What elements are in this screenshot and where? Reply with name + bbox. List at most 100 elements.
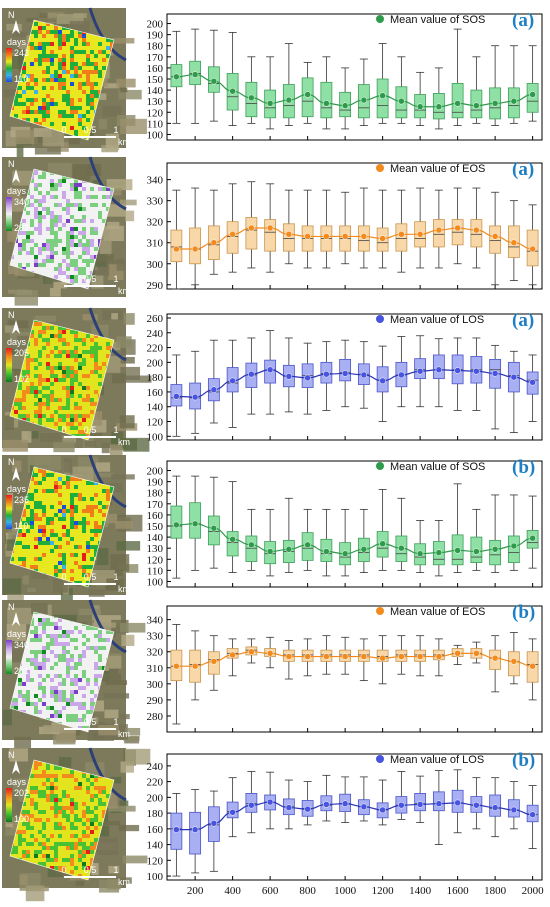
raster-cell	[42, 410, 46, 414]
raster-cell	[86, 271, 90, 275]
raster-cell	[58, 46, 62, 50]
raster-cell	[78, 489, 82, 493]
raster-cell	[74, 573, 78, 577]
raster-cell	[58, 338, 62, 342]
terrain-patch	[42, 275, 58, 284]
raster-cell	[38, 94, 42, 98]
raster-cell	[30, 259, 34, 263]
raster-cell	[94, 662, 98, 666]
raster-cell	[98, 650, 102, 654]
raster-cell	[82, 58, 86, 62]
raster-cell	[74, 110, 78, 114]
raster-cell	[26, 642, 30, 646]
raster-cell	[74, 50, 78, 54]
raster-cell	[18, 402, 22, 406]
raster-cell	[46, 102, 50, 106]
raster-cell	[62, 626, 66, 630]
raster-cell	[98, 227, 102, 231]
raster-cell	[74, 626, 78, 630]
raster-cell	[70, 577, 74, 581]
raster-cell	[14, 394, 18, 398]
raster-cell	[94, 533, 98, 537]
raster-cell	[70, 630, 74, 634]
raster-cell	[58, 243, 62, 247]
raster-cell	[58, 521, 62, 525]
raster-cell	[94, 521, 98, 525]
raster-cell	[74, 330, 78, 334]
raster-cell	[94, 537, 98, 541]
raster-cell	[54, 334, 58, 338]
raster-cell	[58, 626, 62, 630]
raster-cell	[62, 662, 66, 666]
raster-cell	[74, 658, 78, 662]
raster-cell	[46, 267, 50, 271]
raster-cell	[50, 66, 54, 70]
raster-cell	[66, 650, 70, 654]
raster-cell	[66, 561, 70, 565]
raster-cell	[46, 179, 50, 183]
terrain-patch	[82, 314, 98, 321]
raster-cell	[86, 370, 90, 374]
raster-cell	[66, 414, 70, 418]
raster-cell	[98, 78, 102, 82]
raster-cell	[46, 537, 50, 541]
raster-cell	[82, 521, 86, 525]
raster-cell	[98, 489, 102, 493]
raster-cell	[50, 390, 54, 394]
raster-cell	[106, 42, 110, 46]
raster-cell	[18, 678, 22, 682]
raster-cell	[26, 78, 30, 82]
raster-cell	[46, 402, 50, 406]
raster-cell	[78, 646, 82, 650]
terrain-patch	[123, 437, 150, 452]
raster-cell	[62, 179, 66, 183]
raster-cell	[46, 171, 50, 175]
raster-cell	[98, 82, 102, 86]
raster-cell	[94, 251, 98, 255]
raster-cell	[58, 362, 62, 366]
raster-cell	[34, 658, 38, 662]
raster-cell	[34, 398, 38, 402]
raster-cell	[70, 398, 74, 402]
raster-cell	[70, 557, 74, 561]
raster-cell	[54, 259, 58, 263]
raster-cell	[62, 110, 66, 114]
raster-cell	[78, 406, 82, 410]
raster-cell	[66, 46, 70, 50]
raster-cell	[18, 561, 22, 565]
raster-cell	[90, 118, 94, 122]
raster-cell	[38, 537, 42, 541]
raster-cell	[82, 34, 86, 38]
raster-cell	[82, 279, 86, 283]
terrain-patch	[40, 436, 63, 443]
raster-cell	[90, 54, 94, 58]
raster-cell	[82, 358, 86, 362]
raster-cell	[42, 569, 46, 573]
raster-cell	[54, 493, 58, 497]
raster-cell	[34, 630, 38, 634]
raster-cell	[78, 545, 82, 549]
scale-unit: km	[118, 286, 130, 296]
raster-cell	[62, 378, 66, 382]
raster-cell	[22, 239, 26, 243]
terrain-patch	[6, 624, 27, 641]
raster-cell	[50, 418, 54, 422]
raster-cell	[58, 263, 62, 267]
raster-cell	[94, 346, 98, 350]
raster-cell	[34, 612, 38, 614]
raster-cell	[94, 666, 98, 670]
raster-cell	[38, 191, 42, 195]
raster-cell	[70, 541, 74, 545]
raster-cell	[54, 191, 58, 195]
raster-cell	[54, 74, 58, 78]
raster-cell	[38, 557, 42, 561]
raster-cell	[46, 358, 50, 362]
raster-cell	[62, 541, 66, 545]
terrain-patch	[94, 615, 121, 627]
raster-cell	[54, 38, 58, 42]
raster-cell	[74, 394, 78, 398]
raster-cell	[50, 354, 54, 358]
raster-cell	[82, 86, 86, 90]
raster-cell	[66, 497, 70, 501]
raster-cell	[58, 358, 62, 362]
